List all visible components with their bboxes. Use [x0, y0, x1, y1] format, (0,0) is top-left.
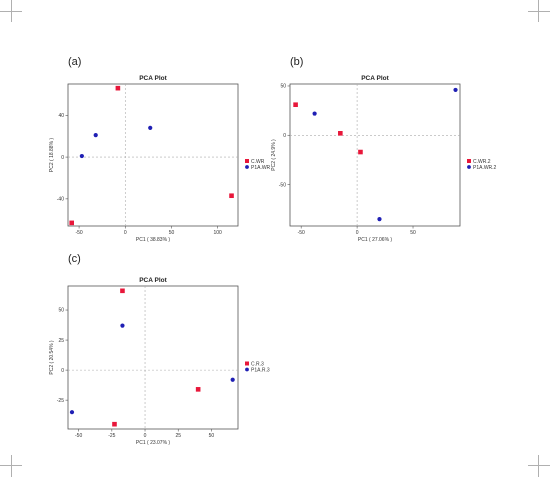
chart3-x-tick-label: 25	[175, 433, 181, 439]
chart3-y-tick-label: -25	[57, 398, 64, 404]
chart1-legend-label: P1A.WR	[251, 165, 271, 171]
panel-label-c: (c)	[68, 253, 81, 265]
chart3-y-axis-label: PC2 ( 20.54% )	[49, 340, 55, 375]
chart1-point-p1a-wr	[79, 153, 84, 159]
chart2-point-p1a-wr-2	[312, 111, 317, 116]
chart3-legend-label: P1A.R.3	[251, 367, 270, 373]
chart3-legend-label: C.R.3	[251, 361, 264, 367]
chart3-legend-swatch	[245, 361, 249, 366]
chart2-x-axis-label: PC1 ( 27.06% )	[358, 237, 393, 243]
chart1-y-tick-label: -40	[57, 197, 64, 203]
chart3-x-tick-label: -50	[75, 433, 82, 439]
chart2-legend-label: P1A.WR.2	[473, 165, 497, 171]
chart1-plot-frame	[67, 83, 239, 227]
chart3-point-p1a-r-3	[120, 323, 125, 328]
chart2-point-c-wr-2	[293, 102, 298, 108]
chart3-legend-swatch	[245, 367, 249, 372]
chart2-x-tick-label: 50	[410, 230, 416, 236]
chart2-plot-frame	[289, 83, 461, 227]
chart1-point-p1a-wr	[148, 125, 153, 130]
chart2-point-p1a-wr-2	[377, 216, 382, 222]
chart2-y-tick-label: 50	[280, 84, 286, 90]
chart1-y-axis-label: PC2 ( 18.88% )	[49, 138, 55, 173]
chart3-y-tick-label: 0	[61, 368, 64, 374]
chart1-point-c-wr	[115, 85, 121, 91]
chart3-x-tick-label: 0	[144, 433, 147, 439]
chart1-point-c-wr	[229, 193, 234, 199]
chart1-x-tick-label: 100	[214, 230, 223, 236]
chart2-y-tick-label: 0	[283, 133, 286, 139]
chart2-legend-swatch	[467, 159, 471, 163]
chart1-y-tick-label: 40	[58, 113, 64, 119]
chart2-point-c-wr-2	[358, 149, 363, 155]
panel-label-a: (a)	[68, 56, 82, 68]
chart1-x-tick-label: 50	[169, 230, 175, 236]
chart3-x-axis-label: PC1 ( 23.07% )	[136, 440, 171, 446]
chart1-y-tick-label: 0	[61, 155, 64, 161]
chart3-x-tick-label: -25	[108, 433, 115, 439]
chart3-x-tick-label: 50	[209, 433, 215, 439]
chart1-point-c-wr	[69, 220, 74, 226]
chart1-point-p1a-wr	[93, 133, 98, 138]
chart2-legend-label: C.WR.2	[473, 159, 491, 165]
chart2-x-tick-label: 0	[356, 230, 359, 236]
chart1-title: PCA Plot	[139, 75, 167, 82]
chart1-x-axis-label: PC1 ( 38.83% )	[136, 237, 171, 243]
chart2-y-tick-label: -50	[279, 182, 286, 188]
chart3-y-tick-label: 50	[58, 308, 64, 314]
chart3-point-c-r-3	[120, 288, 125, 294]
panel-label-b: (b)	[290, 56, 304, 68]
chart2-title: PCA Plot	[361, 75, 389, 82]
chart3-y-tick-label: 25	[58, 338, 64, 344]
chart2-point-c-wr-2	[338, 131, 343, 136]
chart3-point-c-r-3	[195, 387, 201, 392]
chart1-legend-swatch	[245, 159, 249, 163]
chart2-legend-swatch	[467, 165, 471, 169]
chart1-legend-label: C.WR	[251, 159, 265, 165]
chart3-point-c-r-3	[112, 421, 117, 427]
chart3-plot-frame	[67, 285, 239, 430]
chart3-point-p1a-r-3	[69, 410, 75, 415]
chart3-point-p1a-r-3	[230, 377, 235, 382]
chart3-title: PCA Plot	[139, 277, 167, 284]
chart1-legend-swatch	[245, 165, 249, 169]
chart1-x-tick-label: -50	[75, 230, 82, 236]
chart2-point-p1a-wr-2	[453, 87, 458, 93]
chart2-x-tick-label: -50	[298, 230, 305, 236]
chart1-x-tick-label: 0	[124, 230, 127, 236]
chart2-y-axis-label: PC2 ( 24.9% )	[271, 139, 277, 171]
